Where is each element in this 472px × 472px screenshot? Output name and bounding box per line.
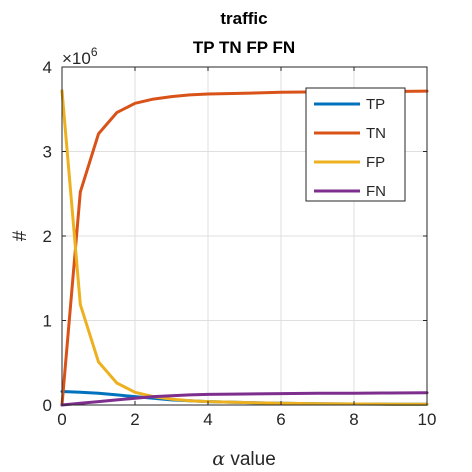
axis-ticks: 0 2 4 6 8 10 0 1 2 3 4	[43, 58, 437, 429]
legend: TP TN FP FN	[305, 87, 406, 202]
chart-subtitle: TP TN FP FN	[193, 38, 295, 57]
y-axis-exponent: ×106	[62, 45, 98, 68]
x-axis-label: α value	[212, 448, 276, 470]
y-exponent-power: 6	[91, 45, 98, 59]
y-tick-label: 1	[43, 312, 52, 331]
y-tick-label: 4	[43, 58, 52, 77]
chart-title: traffic	[220, 9, 267, 28]
legend-label-fp: FP	[366, 154, 385, 171]
x-tick-label: 4	[203, 410, 212, 429]
y-exponent-base: ×10	[62, 49, 91, 68]
legend-label-tp: TP	[366, 96, 385, 113]
x-tick-label: 8	[349, 410, 358, 429]
legend-label-tn: TN	[366, 125, 386, 142]
series-line-fp	[60, 89, 429, 406]
x-axis-label-symbol: α	[212, 448, 225, 470]
x-tick-label: 0	[57, 410, 66, 429]
y-tick-label: 3	[43, 143, 52, 162]
y-tick-label: 0	[43, 396, 52, 415]
x-tick-label: 2	[130, 410, 139, 429]
series-line-fn	[60, 391, 429, 407]
y-tick-label: 2	[43, 227, 52, 246]
y-axis-label: #	[10, 230, 31, 241]
x-tick-label: 10	[418, 410, 437, 429]
legend-box	[305, 87, 406, 202]
legend-label-fn: FN	[366, 183, 386, 200]
x-tick-label: 6	[276, 410, 285, 429]
x-axis-label-text: value	[225, 449, 276, 470]
